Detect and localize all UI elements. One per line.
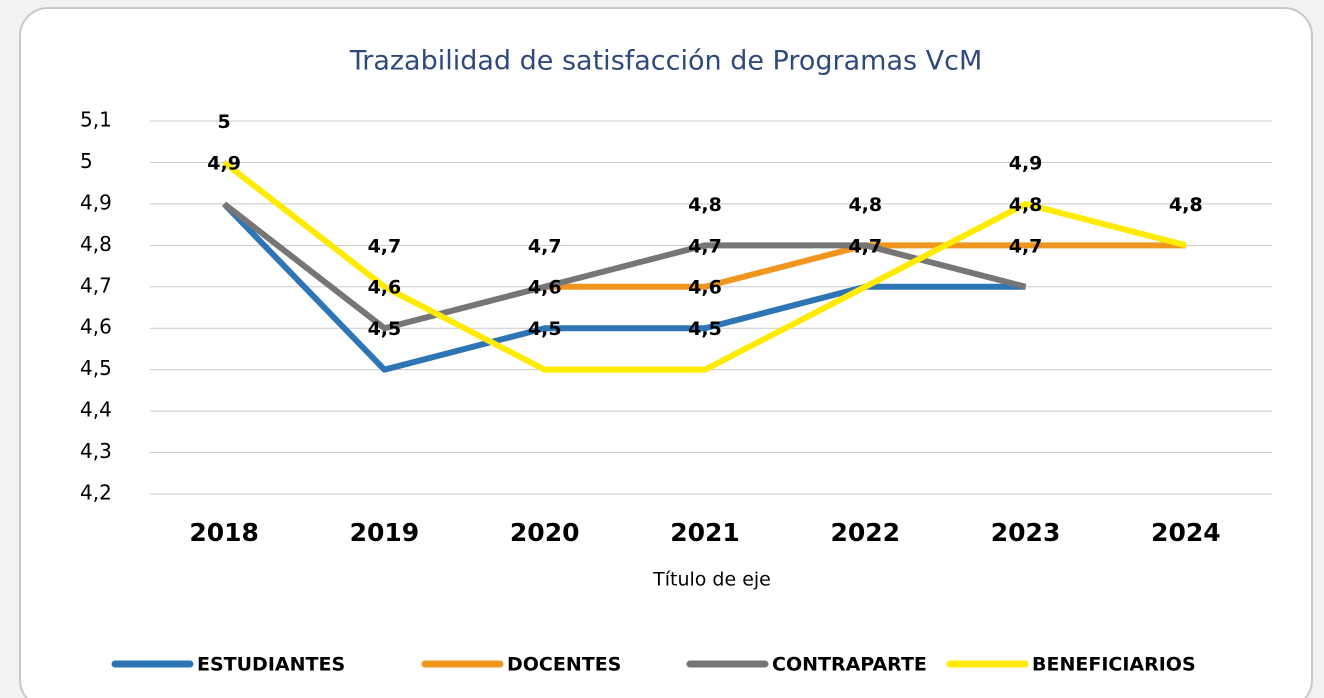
y-tick-label: 4,8 xyxy=(80,232,112,256)
data-label: 5 xyxy=(218,111,231,133)
data-label: 4,8 xyxy=(848,194,882,216)
data-label: 4,6 xyxy=(688,277,722,299)
y-tick-label: 5,1 xyxy=(80,108,112,132)
data-label: 4,7 xyxy=(528,235,562,257)
x-tick-label: 2021 xyxy=(670,518,740,547)
data-label: 4,7 xyxy=(688,235,722,257)
y-tick-label: 4,7 xyxy=(80,273,112,297)
data-label: 4,6 xyxy=(368,277,402,299)
data-label: 4,8 xyxy=(1169,194,1203,216)
y-tick-label: 4,4 xyxy=(80,398,112,422)
legend-label: DOCENTES xyxy=(507,654,621,676)
series-line xyxy=(222,201,1027,332)
x-tick-label: 2024 xyxy=(1151,518,1221,547)
y-tick-label: 4,5 xyxy=(80,356,112,380)
series-line xyxy=(222,160,1187,373)
data-label: 4,7 xyxy=(368,235,402,257)
x-tick-label: 2022 xyxy=(830,518,900,547)
legend-label: ESTUDIANTES xyxy=(197,654,345,676)
x-tick-label: 2018 xyxy=(189,518,259,547)
legend-label: CONTRAPARTE xyxy=(772,654,927,676)
x-tick-label: 2019 xyxy=(350,518,420,547)
card xyxy=(19,7,1313,698)
data-label: 4,8 xyxy=(1169,194,1203,216)
y-tick-label: 4,9 xyxy=(80,190,112,214)
data-label: 4,9 xyxy=(1009,152,1043,174)
chart-title: Trazabilidad de satisfacción de Programa… xyxy=(349,46,983,77)
y-tick-label: 5 xyxy=(80,149,93,173)
data-label: 4,5 xyxy=(368,318,402,340)
series-line xyxy=(221,201,1026,373)
data-label: 4,7 xyxy=(848,235,882,257)
x-axis-title: Título de eje xyxy=(652,569,771,591)
data-label: 4,5 xyxy=(528,318,562,340)
y-tick-label: 4,6 xyxy=(80,315,112,339)
legend-label: BENEFICIARIOS xyxy=(1032,654,1196,676)
data-label: 4,7 xyxy=(848,235,882,257)
y-tick-label: 4,2 xyxy=(80,481,112,505)
x-tick-label: 2023 xyxy=(991,518,1061,547)
data-label: 4,5 xyxy=(688,318,722,340)
x-tick-label: 2020 xyxy=(510,518,580,547)
data-label: 4,6 xyxy=(528,277,562,299)
y-tick-label: 4,3 xyxy=(80,439,112,463)
data-label: 4,8 xyxy=(1009,194,1043,216)
data-label: 4,9 xyxy=(207,152,241,174)
data-label: 4,7 xyxy=(1009,235,1043,257)
data-label: 4,8 xyxy=(688,194,722,216)
